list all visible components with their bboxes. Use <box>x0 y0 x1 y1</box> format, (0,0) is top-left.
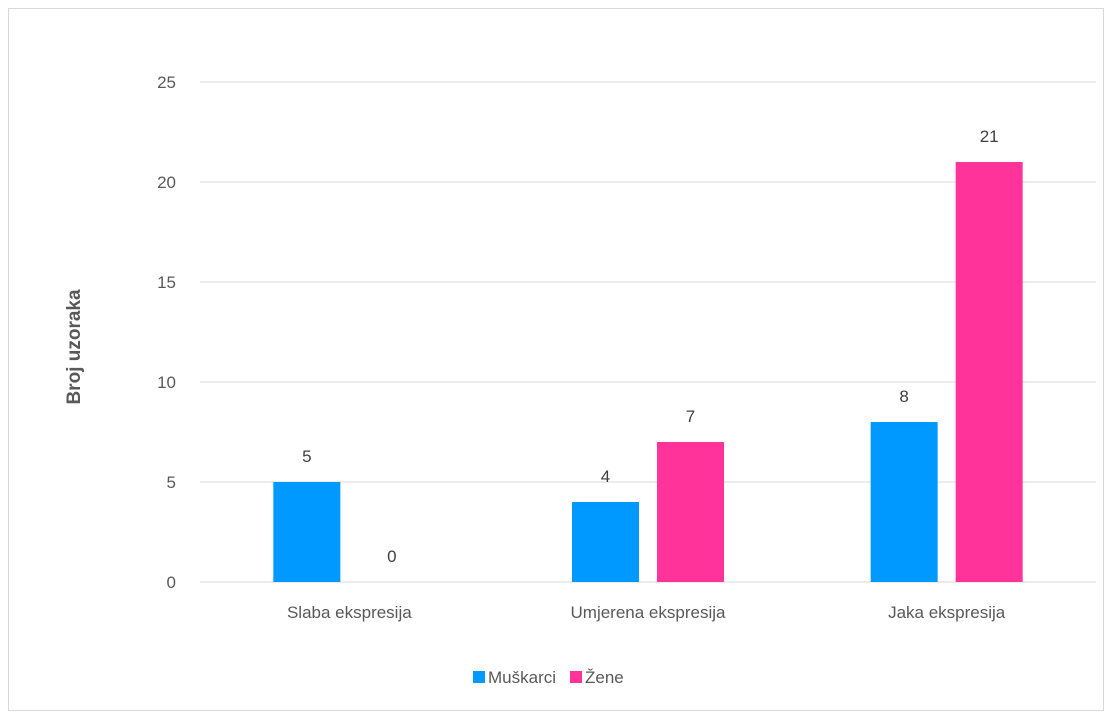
x-category-label: Jaka ekspresija <box>888 603 1006 622</box>
y-tick-label: 20 <box>157 173 176 192</box>
bar-muskarci <box>273 482 341 582</box>
legend-swatch-muskarci <box>473 671 485 683</box>
y-tick-label: 15 <box>157 273 176 292</box>
gridlines <box>200 81 1096 583</box>
legend-label-muskarci: Muškarci <box>488 668 556 687</box>
data-label: 0 <box>387 547 396 566</box>
y-tick-label: 25 <box>157 73 176 92</box>
legend: Muškarci Žene <box>473 668 624 687</box>
bar-muskarci <box>572 502 639 582</box>
data-label: 7 <box>686 407 695 426</box>
chart-frame <box>8 8 1104 711</box>
y-axis-label: Broj uzoraka <box>64 289 85 405</box>
legend-swatch-zene <box>570 671 583 683</box>
x-axis-categories: Slaba ekspresija Umjerena ekspresija Jaka … <box>287 603 1006 622</box>
bar-muskarci <box>870 422 938 582</box>
bar-zene <box>955 162 1023 582</box>
data-label: 21 <box>980 127 999 146</box>
data-label: 4 <box>601 467 610 486</box>
legend-label-zene: Žene <box>585 668 624 687</box>
x-category-label: Slaba ekspresija <box>287 603 412 622</box>
y-tick-label: 5 <box>167 473 176 492</box>
data-label: 5 <box>302 447 311 466</box>
bar-zene <box>657 442 724 582</box>
data-labels: 5 0 4 7 8 21 <box>302 127 999 566</box>
y-tick-label: 10 <box>157 373 176 392</box>
x-category-label: Umjerena ekspresija <box>571 603 726 622</box>
y-axis-ticks: 0 5 10 15 20 25 <box>157 73 176 592</box>
data-label: 8 <box>899 387 908 406</box>
bars <box>273 162 1023 582</box>
y-tick-label: 0 <box>167 573 176 592</box>
